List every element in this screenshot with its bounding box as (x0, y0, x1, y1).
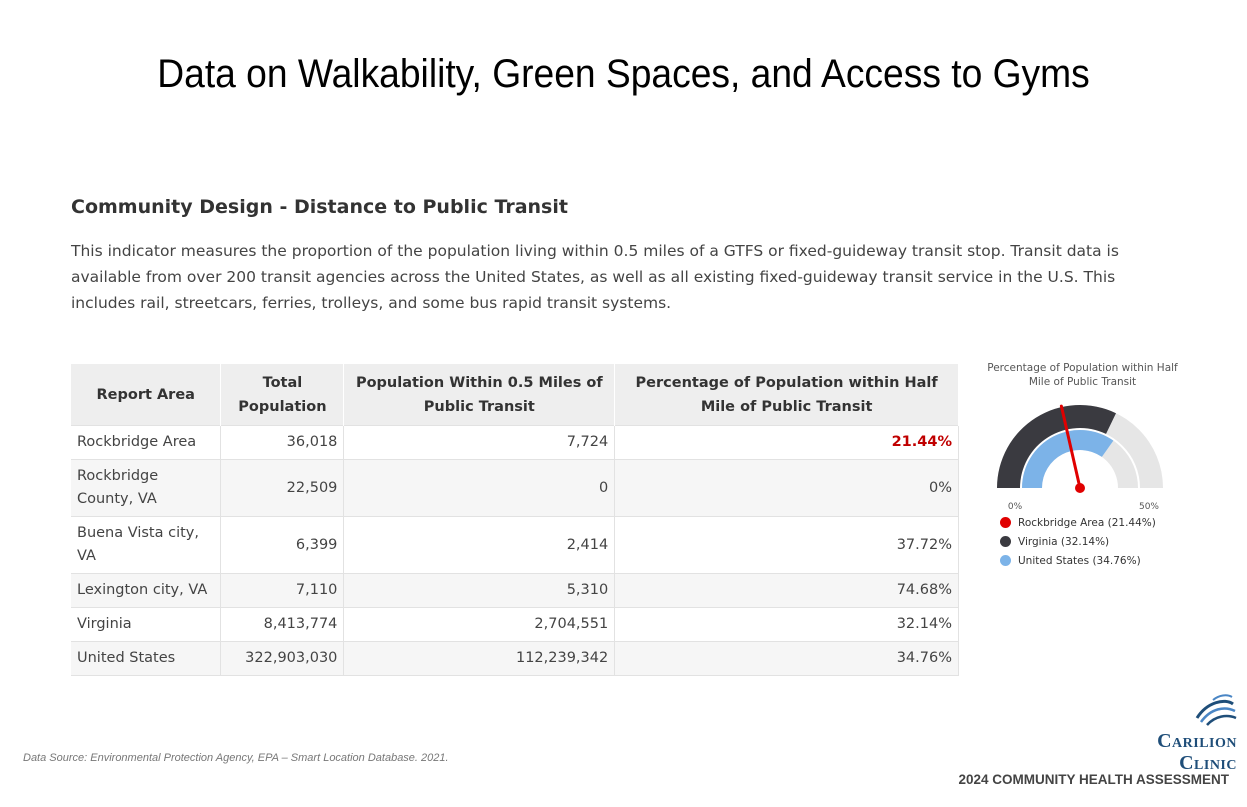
cell-within: 5,310 (343, 573, 616, 608)
cell-area: Virginia (71, 607, 222, 642)
header-percentage: Percentage of Population within Half Mil… (614, 364, 959, 426)
cell-within: 7,724 (343, 425, 616, 460)
gauge-legend: Rockbridge Area (21.44%) Virginia (32.14… (1000, 513, 1156, 570)
cell-total: 22,509 (220, 459, 345, 517)
slide-title: Data on Walkability, Green Spaces, and A… (157, 52, 1090, 96)
cell-area: Rockbridge Area (71, 425, 222, 460)
section-title: Community Design - Distance to Public Tr… (71, 196, 568, 218)
assessment-label: 2024 COMMUNITY HEALTH ASSESSMENT (958, 772, 1229, 787)
gauge-svg: 0% 50% (997, 404, 1163, 512)
header-report-area: Report Area (71, 364, 222, 426)
gauge-arc-virginia (997, 405, 1116, 488)
cell-total: 6,399 (220, 516, 345, 574)
table-row: Rockbridge County, VA 22,509 0 0% (71, 459, 959, 517)
table-row: Rockbridge Area 36,018 7,724 21.44% (71, 425, 959, 460)
cell-total: 8,413,774 (220, 607, 345, 642)
legend-label-rockbridge: Rockbridge Area (21.44%) (1018, 516, 1156, 529)
cell-within: 2,414 (343, 516, 616, 574)
cell-total: 7,110 (220, 573, 345, 608)
header-population-within: Population Within 0.5 Miles of Public Tr… (343, 364, 616, 426)
gauge-tick-max: 50% (1139, 502, 1159, 512)
cell-total: 36,018 (220, 425, 345, 460)
legend-item-virginia: Virginia (32.14%) (1000, 532, 1156, 551)
cell-area: Rockbridge County, VA (71, 459, 222, 517)
legend-dot-rockbridge (1000, 517, 1011, 528)
gauge-arc-united-states (1022, 430, 1114, 488)
table-row: Lexington city, VA 7,110 5,310 74.68% (71, 573, 959, 608)
gauge-tick-min: 0% (1008, 502, 1023, 512)
table-header-row: Report Area Total Population Population … (71, 364, 959, 426)
cell-pct: 32.14% (614, 607, 959, 642)
cell-within: 112,239,342 (343, 641, 616, 676)
cell-pct: 34.76% (614, 641, 959, 676)
legend-dot-united-states (1000, 555, 1011, 566)
cell-within: 2,704,551 (343, 607, 616, 642)
table-row: Buena Vista city, VA 6,399 2,414 37.72% (71, 516, 959, 574)
logo-text-clinic: Clinic (1179, 752, 1237, 774)
legend-dot-virginia (1000, 536, 1011, 547)
carilion-clinic-logo: Carilion Clinic (1125, 692, 1237, 774)
cell-pct: 21.44% (614, 425, 959, 460)
table-row: United States 322,903,030 112,239,342 34… (71, 641, 959, 676)
cell-total: 322,903,030 (220, 641, 345, 676)
cell-within: 0 (343, 459, 616, 517)
gauge-chart: Percentage of Population within Half Mil… (985, 361, 1180, 528)
gauge-needle-hub (1075, 483, 1085, 493)
legend-item-united-states: United States (34.76%) (1000, 551, 1156, 570)
cell-area: United States (71, 641, 222, 676)
legend-label-united-states: United States (34.76%) (1018, 554, 1141, 567)
data-source-note: Data Source: Environmental Protection Ag… (23, 752, 449, 764)
cell-area: Buena Vista city, VA (71, 516, 222, 574)
cell-pct: 37.72% (614, 516, 959, 574)
cell-pct: 0% (614, 459, 959, 517)
cell-pct: 74.68% (614, 573, 959, 608)
header-total-population: Total Population (220, 364, 345, 426)
logo-text-carilion: Carilion (1157, 730, 1237, 752)
gauge-needle-rockbridge (1059, 404, 1082, 490)
swoosh-logo-icon (1195, 694, 1237, 726)
transit-data-table: Report Area Total Population Population … (71, 364, 959, 676)
gauge-title: Percentage of Population within Half Mil… (987, 362, 1178, 388)
cell-area: Lexington city, VA (71, 573, 222, 608)
legend-label-virginia: Virginia (32.14%) (1018, 535, 1110, 548)
table-row: Virginia 8,413,774 2,704,551 32.14% (71, 607, 959, 642)
indicator-description: This indicator measures the proportion o… (71, 242, 1119, 312)
legend-item-rockbridge: Rockbridge Area (21.44%) (1000, 513, 1156, 532)
